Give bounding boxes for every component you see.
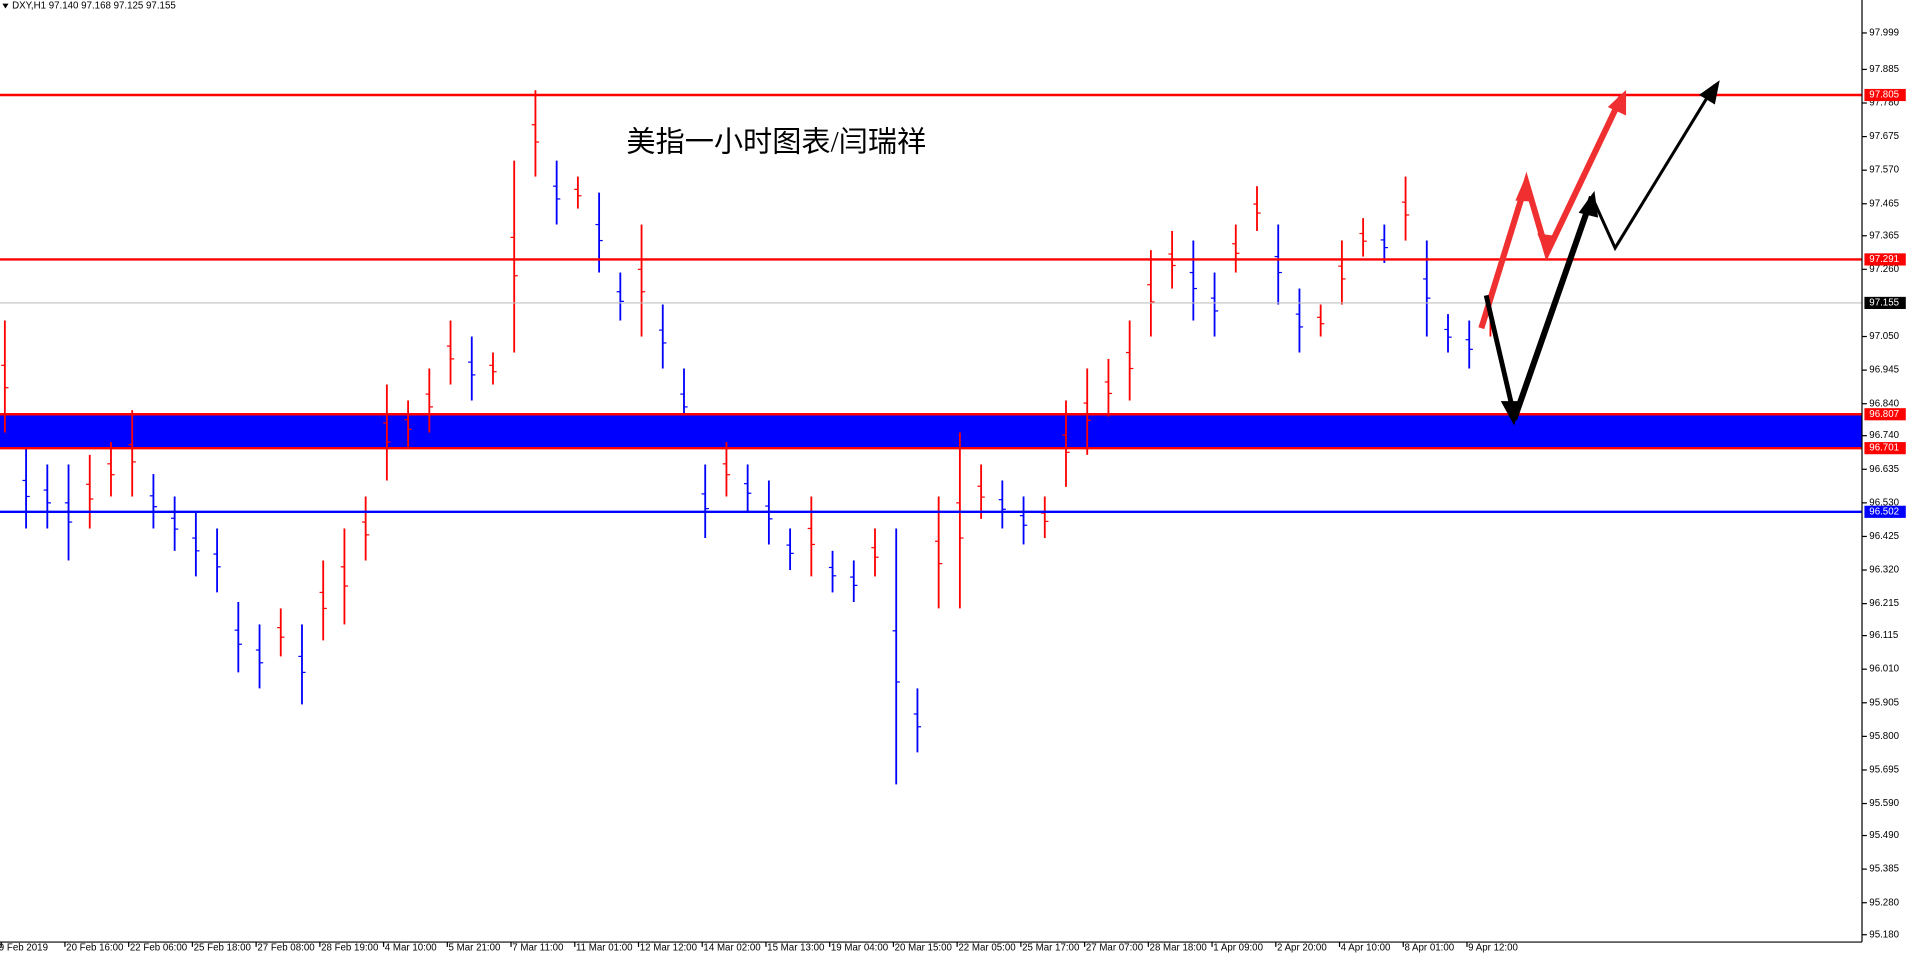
x-tick-label: 25 Feb 18:00	[194, 943, 252, 953]
black-arrow	[1590, 84, 1717, 252]
x-tick-label: 20 Feb 16:00	[66, 943, 124, 953]
level-box	[1864, 505, 1906, 518]
x-tick-label: 28 Mar 18:00	[1150, 943, 1208, 953]
red-arrowheads	[1515, 89, 1627, 258]
y-tick-label: 97.050	[1869, 331, 1899, 342]
level-box	[1864, 408, 1906, 421]
x-tick-label: 4 Apr 10:00	[1341, 943, 1391, 953]
x-tick-label: 25 Mar 17:00	[1022, 943, 1080, 953]
x-tick-label: 11 Mar 01:00	[576, 943, 633, 953]
x-tick-label: 5 Mar 21:00	[449, 943, 501, 953]
x-tick-label: 19 Mar 04:00	[831, 943, 889, 953]
level-label: 97.805	[1869, 90, 1899, 101]
y-tick-label: 95.490	[1869, 830, 1899, 841]
y-tick-label: 95.385	[1869, 864, 1899, 875]
y-tick-label: 96.945	[1869, 365, 1899, 376]
x-tick-label: 12 Mar 12:00	[640, 943, 698, 953]
x-tick-label: 7 Mar 11:00	[512, 943, 564, 953]
x-tick-label: 22 Feb 06:00	[130, 943, 188, 953]
red-arrow	[1478, 95, 1624, 330]
y-tick-label: 96.215	[1869, 598, 1899, 609]
annotation: 美指一小时图表/闫瑞祥	[626, 125, 926, 158]
y-tick-label: 96.530	[1869, 497, 1899, 508]
x-tick-label: 14 Mar 02:00	[703, 943, 761, 953]
level-label: 97.291	[1869, 254, 1899, 265]
y-tick-label: 96.425	[1869, 531, 1899, 542]
x-tick-label: 1 Apr 09:00	[1213, 943, 1263, 953]
x-tick-label: 4 Mar 10:00	[385, 943, 437, 953]
level-label: 96.701	[1869, 443, 1899, 454]
current-price-label: 97.155	[1869, 297, 1899, 308]
y-tick-label: 97.885	[1869, 64, 1899, 75]
y-tick-label: 96.840	[1869, 398, 1899, 409]
x-tick-label: 9 Feb 2019	[0, 943, 48, 953]
y-tick-label: 96.115	[1869, 630, 1898, 641]
y-tick-label: 95.695	[1869, 765, 1899, 776]
y-tick-label: 95.905	[1869, 697, 1899, 708]
current-price-box	[1864, 296, 1906, 310]
forecast-arrows	[1478, 80, 1720, 426]
zone	[0, 414, 1863, 449]
y-tick-label: 95.180	[1869, 929, 1899, 940]
y-tick-label: 97.780	[1869, 98, 1899, 109]
y-tick-label: 97.570	[1869, 165, 1899, 176]
x-tick-label: 8 Apr 01:00	[1404, 943, 1454, 953]
y-tick-label: 95.800	[1869, 731, 1899, 742]
x-tick-label: 27 Mar 07:00	[1086, 943, 1144, 953]
x-tick-label: 15 Mar 13:00	[767, 943, 825, 953]
x-tick-label: 28 Feb 19:00	[321, 943, 379, 953]
y-tick-label: 95.590	[1869, 798, 1899, 809]
x-tick-label: 20 Mar 15:00	[895, 943, 953, 953]
level-label: 96.502	[1869, 506, 1899, 517]
x-tick-label: 22 Mar 05:00	[958, 943, 1016, 953]
y-tick-label: 97.260	[1869, 264, 1899, 275]
y-tick-label: 96.740	[1869, 430, 1899, 441]
level-box	[1864, 442, 1906, 455]
x-tick-label: 27 Feb 08:00	[257, 943, 315, 953]
y-tick-label: 97.999	[1869, 28, 1899, 39]
header: DXY,H1 97.140 97.168 97.125 97.155	[12, 1, 176, 12]
y-tick-label: 96.320	[1869, 565, 1899, 576]
x-tick-label: 2 Apr 20:00	[1277, 943, 1327, 953]
black-arrow	[1483, 294, 1517, 417]
y-tick-label: 96.635	[1869, 464, 1899, 475]
level-box	[1864, 253, 1906, 266]
x-tick-label: 9 Apr 12:00	[1468, 943, 1518, 953]
y-tick-label: 96.010	[1869, 664, 1899, 675]
y-tick-label: 95.280	[1869, 897, 1899, 908]
y-tick-label: 97.675	[1869, 131, 1899, 142]
menu-icon	[2, 3, 9, 9]
plot	[0, 90, 1863, 785]
level-box	[1864, 88, 1906, 102]
y-tick-label: 97.365	[1869, 230, 1899, 241]
level-label: 96.807	[1869, 409, 1899, 420]
black-arrow	[1511, 195, 1595, 421]
y-tick-label: 97.465	[1869, 198, 1899, 209]
